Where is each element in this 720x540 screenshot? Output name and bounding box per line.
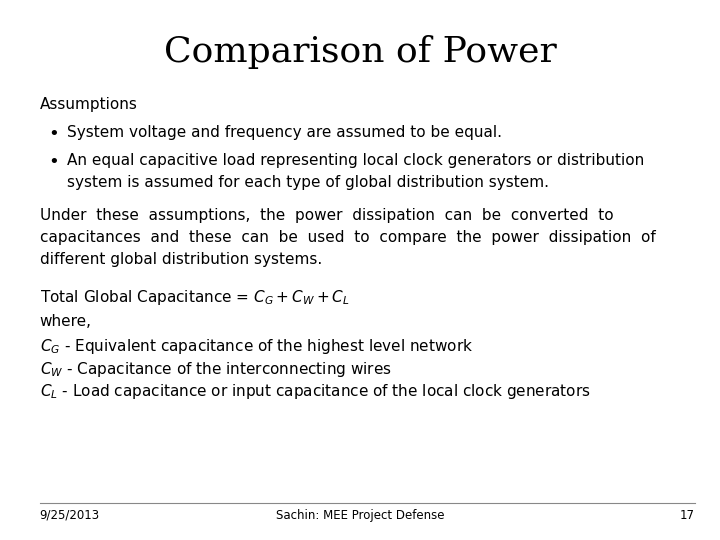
Text: $C_G$ - Equivalent capacitance of the highest level network: $C_G$ - Equivalent capacitance of the hi… <box>40 337 473 356</box>
Text: •: • <box>48 153 59 171</box>
Text: Total Global Capacitance = $C_G + C_W + C_L$: Total Global Capacitance = $C_G + C_W + … <box>40 288 349 307</box>
Text: Under  these  assumptions,  the  power  dissipation  can  be  converted  to: Under these assumptions, the power dissi… <box>40 208 613 224</box>
Text: capacitances  and  these  can  be  used  to  compare  the  power  dissipation  o: capacitances and these can be used to co… <box>40 230 655 245</box>
Text: where,: where, <box>40 314 91 329</box>
Text: 9/25/2013: 9/25/2013 <box>40 509 100 522</box>
Text: $C_W$ - Capacitance of the interconnecting wires: $C_W$ - Capacitance of the interconnecti… <box>40 360 392 379</box>
Text: System voltage and frequency are assumed to be equal.: System voltage and frequency are assumed… <box>67 125 502 140</box>
Text: Assumptions: Assumptions <box>40 97 138 112</box>
Text: Comparison of Power: Comparison of Power <box>163 35 557 69</box>
Text: system is assumed for each type of global distribution system.: system is assumed for each type of globa… <box>67 175 549 190</box>
Text: An equal capacitive load representing local clock generators or distribution: An equal capacitive load representing lo… <box>67 153 644 168</box>
Text: •: • <box>48 125 59 143</box>
Text: different global distribution systems.: different global distribution systems. <box>40 252 322 267</box>
Text: $C_L$ - Load capacitance or input capacitance of the local clock generators: $C_L$ - Load capacitance or input capaci… <box>40 382 590 401</box>
Text: 17: 17 <box>680 509 695 522</box>
Text: Sachin: MEE Project Defense: Sachin: MEE Project Defense <box>276 509 444 522</box>
